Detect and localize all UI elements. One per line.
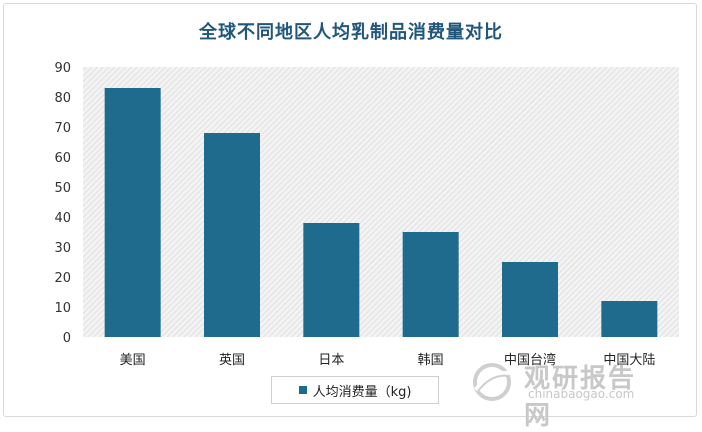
x-tick-label: 英国 xyxy=(219,353,245,368)
chart-title: 全球不同地区人均乳制品消费量对比 xyxy=(199,22,503,43)
y-tick-label: 10 xyxy=(54,301,71,316)
y-tick-label: 20 xyxy=(54,271,71,286)
bar xyxy=(402,232,459,337)
x-tick-label: 中国台湾 xyxy=(504,352,556,368)
legend-label: 人均消费量（kg) xyxy=(312,384,412,400)
y-tick-label: 40 xyxy=(54,211,71,226)
y-axis: 0 10 20 30 40 50 60 70 80 90 xyxy=(54,61,71,346)
x-tick-label: 韩国 xyxy=(418,353,444,368)
watermark-logo-icon xyxy=(473,363,513,401)
watermark-url: chinabaogao.com xyxy=(528,387,635,401)
chart-canvas: 0 10 20 30 40 50 60 70 80 90 美国 英国 日本 韩国 中国台湾 中国大陆 xyxy=(54,61,679,368)
x-tick-label: 日本 xyxy=(318,353,344,368)
plot-area xyxy=(83,67,679,337)
y-tick-label: 90 xyxy=(54,61,71,76)
bar xyxy=(204,133,260,337)
y-tick-label: 30 xyxy=(54,241,71,256)
bars xyxy=(104,88,658,337)
bar xyxy=(303,223,360,337)
bar xyxy=(502,262,558,337)
x-tick-label: 中国大陆 xyxy=(603,352,655,368)
x-tick-label: 美国 xyxy=(120,353,146,368)
y-tick-label: 0 xyxy=(63,331,71,346)
legend: 人均消费量（kg) xyxy=(271,376,439,404)
y-tick-label: 80 xyxy=(54,91,71,106)
y-tick-label: 70 xyxy=(54,121,71,136)
watermark: 观研报告网 chinabaogao.com xyxy=(470,356,660,431)
x-axis: 美国 英国 日本 韩国 中国台湾 中国大陆 xyxy=(120,352,656,368)
y-tick-label: 50 xyxy=(54,181,71,196)
bar xyxy=(601,301,658,337)
legend-swatch xyxy=(298,386,307,394)
y-tick-label: 60 xyxy=(54,151,71,166)
bar xyxy=(104,88,161,337)
